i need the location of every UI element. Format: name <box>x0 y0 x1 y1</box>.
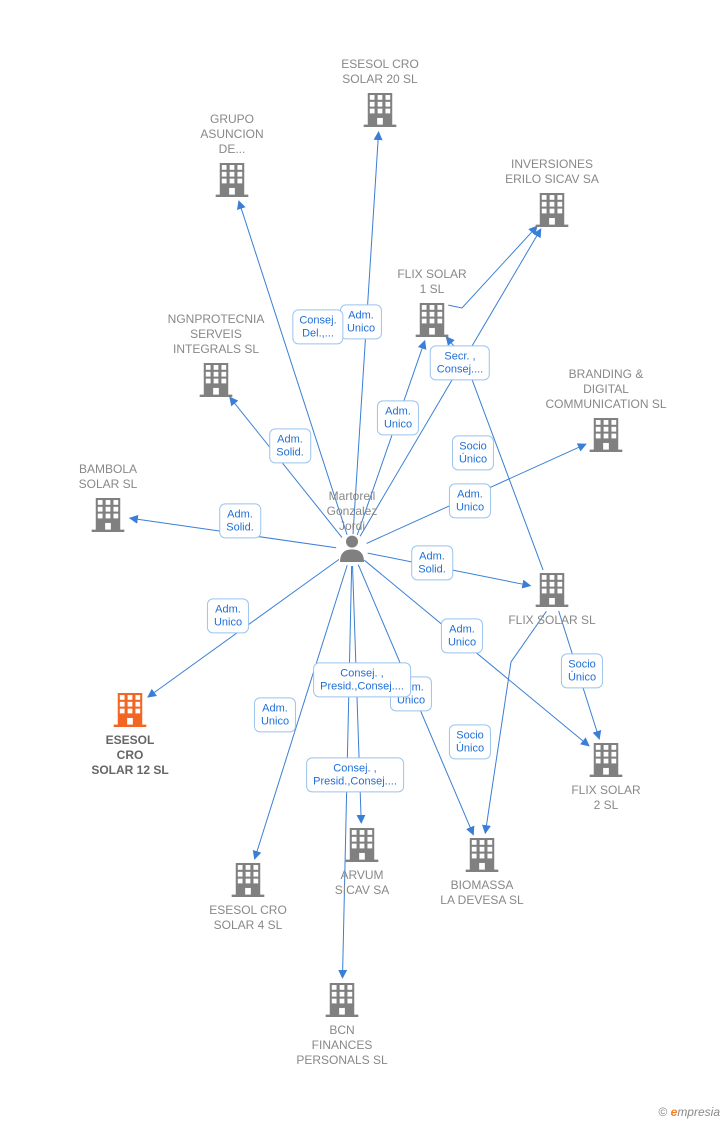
building-icon <box>346 828 379 862</box>
building-icon <box>590 743 623 777</box>
center-person-label: Martorell Gonzalez Jordi <box>327 489 378 534</box>
node-label: BRANDING & DIGITAL COMMUNICATION SL <box>545 367 666 412</box>
building-icon <box>326 983 359 1017</box>
building-icon <box>364 93 397 127</box>
building-icon <box>416 303 449 337</box>
building-icon <box>590 418 623 452</box>
edge-label: Adm. Unico <box>441 618 483 653</box>
node-label: NGNPROTECNIA SERVEIS INTEGRALS SL <box>168 312 265 357</box>
edge-label: Consej. , Presid.,Consej.... <box>306 757 404 792</box>
node-label: ESESOL CRO SOLAR 12 SL <box>91 733 168 778</box>
edge-label: Adm. Unico <box>340 304 382 339</box>
edge-label: Socio Único <box>449 724 491 759</box>
edge-label: Adm. Solid. <box>269 428 311 463</box>
building-icon <box>466 838 499 872</box>
node-label: GRUPO ASUNCION DE... <box>200 112 263 157</box>
edge-label: Socio Único <box>452 435 494 470</box>
edge-label: Consej. , Presid.,Consej.... <box>313 662 411 697</box>
person-icon <box>340 536 364 562</box>
node-label: BIOMASSA LA DEVESA SL <box>440 878 523 908</box>
edge-label: Adm. Solid. <box>219 503 261 538</box>
edge-label: Adm. Unico <box>254 697 296 732</box>
network-graph <box>0 0 728 1125</box>
node-label: ESESOL CRO SOLAR 20 SL <box>341 57 419 87</box>
building-icon <box>536 193 569 227</box>
edge-label: Adm. Unico <box>449 483 491 518</box>
node-label: FLIX SOLAR 1 SL <box>397 267 466 297</box>
edge-label: Consej. Del.,... <box>292 309 343 344</box>
node-label: FLIX SOLAR 2 SL <box>571 783 640 813</box>
edge-label: Adm. Solid. <box>411 545 453 580</box>
edge-label: Adm. Unico <box>207 598 249 633</box>
building-icon <box>92 498 125 532</box>
node-label: ARVUM SICAV SA <box>335 868 389 898</box>
edge-label: Socio Único <box>561 653 603 688</box>
node-label: FLIX SOLAR SL <box>508 613 595 628</box>
node-label: INVERSIONES ERILO SICAV SA <box>505 157 599 187</box>
building-icon <box>114 693 147 727</box>
node-label: BAMBOLA SOLAR SL <box>79 462 138 492</box>
footer-copyright: © empresia <box>658 1105 720 1119</box>
brand-rest: mpresia <box>677 1105 720 1119</box>
node-label: ESESOL CRO SOLAR 4 SL <box>209 903 287 933</box>
edge-label: Secr. , Consej.... <box>430 345 490 380</box>
building-icon <box>536 573 569 607</box>
edge-label: Adm. Unico <box>377 400 419 435</box>
building-icon <box>200 363 233 397</box>
node-label: BCN FINANCES PERSONALS SL <box>296 1023 387 1068</box>
copyright-symbol: © <box>658 1105 667 1119</box>
building-icon <box>232 863 265 897</box>
building-icon <box>216 163 249 197</box>
